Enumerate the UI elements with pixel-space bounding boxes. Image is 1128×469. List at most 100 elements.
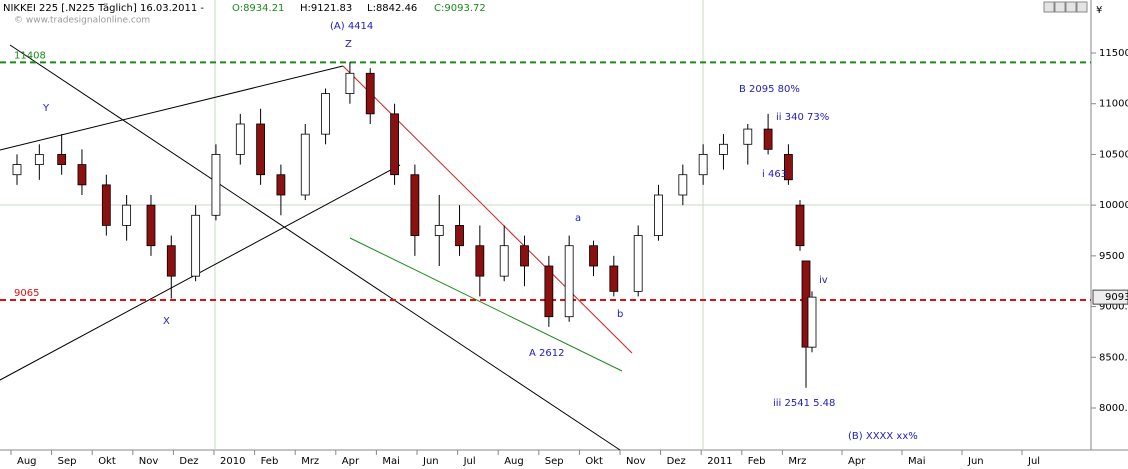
- candle-body: [365, 72, 375, 115]
- y-tick-label: 8000.0: [1099, 403, 1128, 414]
- candle-body: [698, 154, 708, 176]
- candle-body: [321, 93, 330, 135]
- trend-line: [0, 65, 344, 151]
- x-tick-label: Jun: [967, 456, 984, 467]
- candle-body: [146, 204, 156, 247]
- candle-body: [166, 245, 176, 277]
- annotation: a: [575, 213, 581, 224]
- candle-body: [235, 123, 245, 155]
- candle-body: [101, 184, 111, 226]
- button[interactable]: [1054, 1, 1066, 13]
- trend-line: [9, 44, 621, 451]
- header-open: O:8934.21: [232, 3, 284, 14]
- price-marker: [1092, 289, 1128, 305]
- x-tick-label: Feb: [261, 456, 279, 467]
- candle-body: [544, 265, 554, 318]
- header-close: C:9093.72: [434, 3, 486, 14]
- x-tick-label: Mrz: [301, 456, 319, 467]
- candle-body: [34, 154, 44, 165]
- y-tick-label: 9500: [1099, 251, 1124, 262]
- candle-body: [589, 245, 598, 267]
- annotation: B 2095 80%: [739, 84, 800, 95]
- candle-body: [390, 113, 399, 176]
- candle-body: [763, 128, 773, 150]
- x-tick-label: Jun: [422, 456, 439, 467]
- candle-body: [564, 245, 574, 318]
- candle-body: [122, 204, 132, 226]
- x-tick-label: Sep: [545, 456, 564, 467]
- annotation: Z: [345, 39, 352, 50]
- annotation: i 463: [762, 169, 787, 180]
- y-tick-label: 8500.0: [1099, 352, 1128, 363]
- header-title: NIKKEI 225 [.N225 Täglich] 16.03.2011 -: [3, 3, 204, 14]
- candle-body: [475, 245, 485, 277]
- toolbar[interactable]: [1043, 1, 1088, 13]
- x-tick-label: Okt: [585, 456, 603, 467]
- candle-body: [57, 154, 67, 165]
- button[interactable]: [1043, 1, 1055, 13]
- candle-body: [345, 72, 355, 94]
- button[interactable]: [1065, 1, 1077, 13]
- x-tick-label: 2010: [220, 456, 245, 467]
- x-tick-label: Aug: [504, 456, 524, 467]
- currency: ¥: [1096, 5, 1102, 16]
- x-tick-label: Dez: [667, 456, 686, 467]
- x-tick-label: Mai: [908, 456, 926, 467]
- candle-body: [276, 174, 286, 196]
- x-tick-label: Sep: [58, 456, 77, 467]
- watermark: © www.tradesignalonline.com: [14, 16, 150, 26]
- x-tick-label: 2011: [707, 456, 732, 467]
- x-tick-label: Mrz: [788, 456, 806, 467]
- candle-body: [719, 143, 728, 155]
- candle-body: [410, 174, 420, 236]
- trend-line: [349, 237, 623, 372]
- reference-label: 9065: [14, 288, 39, 299]
- candle-body: [784, 154, 793, 181]
- price-marker-label: 9093: [1105, 292, 1128, 303]
- x-tick-label: Jul: [463, 456, 476, 467]
- x-tick-label: Aug: [17, 456, 37, 467]
- candle-body: [609, 265, 619, 292]
- x-tick-label: Mai: [382, 456, 400, 467]
- annotation: iii 2541 5.48: [773, 398, 835, 409]
- candle-body: [654, 194, 663, 236]
- annotation: iv: [819, 275, 828, 286]
- candle-body: [743, 128, 753, 145]
- annotation: X: [163, 316, 170, 327]
- y-tick-label: 11000: [1099, 99, 1128, 110]
- button[interactable]: [1076, 1, 1088, 13]
- candle-body: [300, 133, 310, 196]
- candle-body: [795, 204, 805, 247]
- candle-body: [191, 214, 201, 277]
- annotation: (B) XXXX xx%: [848, 431, 918, 442]
- annotation: b: [617, 309, 623, 320]
- candle-body: [633, 235, 643, 292]
- candle-body: [678, 174, 688, 196]
- candle-body: [12, 164, 22, 176]
- x-tick-label: Jul: [1027, 456, 1040, 467]
- reference-label: 11408: [14, 50, 46, 61]
- candle-body: [455, 225, 464, 247]
- annotation: ii 340 73%: [776, 112, 829, 123]
- x-tick-label: Apr: [848, 456, 866, 467]
- header-high: H:9121.83: [300, 3, 352, 14]
- header-low: L:8842.46: [367, 3, 417, 14]
- candle-body: [499, 245, 509, 277]
- x-tick-label: Okt: [98, 456, 116, 467]
- annotation: (A) 4414: [330, 21, 373, 32]
- candle-body: [434, 225, 444, 236]
- y-tick-label: 10500: [1099, 149, 1128, 160]
- candle-body: [77, 164, 87, 186]
- candle-body: [211, 154, 221, 216]
- annotation: Y: [42, 103, 50, 114]
- x-tick-label: Nov: [626, 456, 646, 467]
- y-tick-label: 9000.0: [1099, 302, 1128, 313]
- candle-body: [520, 245, 529, 267]
- candle-body: [807, 296, 817, 348]
- plot: 11408 9065: [0, 50, 1091, 388]
- y-tick-label: 10000: [1099, 200, 1128, 211]
- candle-body: [256, 123, 266, 176]
